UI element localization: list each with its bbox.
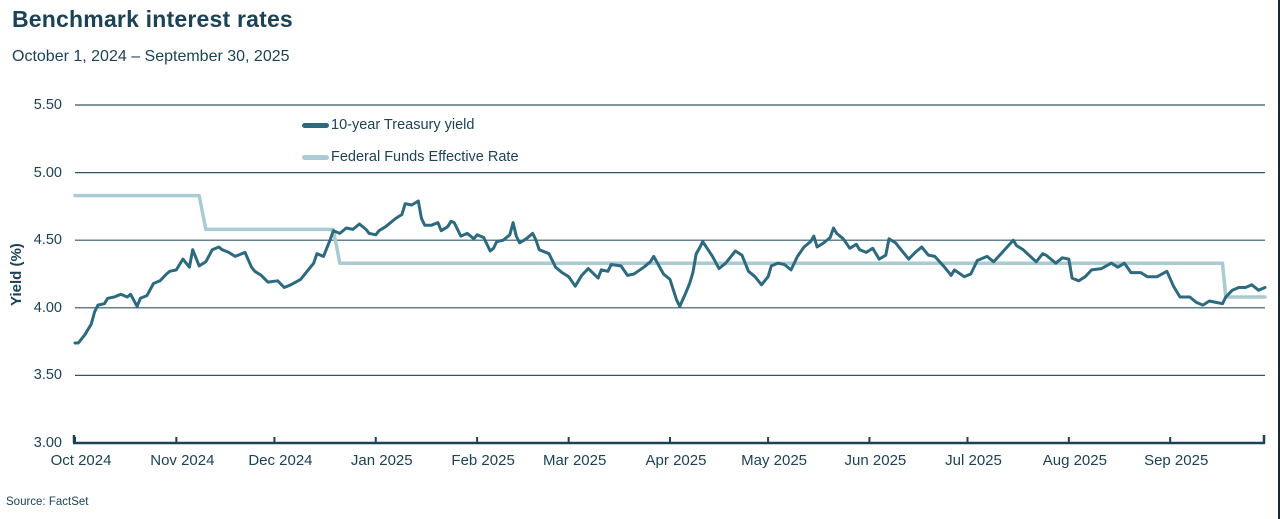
x-tick-label: Apr 2025 (645, 452, 707, 469)
legend-swatch (302, 122, 329, 128)
y-tick-label: 3.50 (33, 367, 62, 384)
y-tick-label: 3.00 (33, 435, 62, 451)
10-year-treasury-yield-line (73, 199, 1267, 345)
x-tick-label: Sep 2025 (1144, 452, 1209, 469)
source-note: Source: FactSet (6, 496, 89, 508)
legend-label: 10-year Treasury yield (331, 117, 475, 133)
y-tick-label: 4.50 (33, 232, 62, 249)
chart-title: Benchmark interest rates (12, 6, 293, 32)
x-tick-label: Jun 2025 (844, 452, 907, 469)
x-tick-label: Oct 2024 (50, 452, 112, 469)
x-tick-label: Aug 2025 (1042, 452, 1107, 469)
federal-funds-effective-rate-line (73, 193, 1267, 299)
x-tick-label: Jul 2025 (945, 452, 1002, 469)
y-tick-label: 5.00 (33, 164, 62, 181)
x-tick-label: Jan 2025 (350, 452, 413, 469)
right-edge-border (1278, 0, 1280, 519)
y-tick-label: 4.00 (33, 299, 62, 316)
x-tick-label: Dec 2024 (248, 452, 313, 469)
x-tick-label: Mar 2025 (542, 452, 607, 469)
x-tick-label: Nov 2024 (150, 452, 215, 469)
legend: 10-year Treasury yield Federal Funds Effe… (302, 114, 519, 178)
y-tick-label: 5.50 (33, 97, 62, 113)
legend-label: Federal Funds Effective Rate (331, 149, 519, 165)
legend-item: Federal Funds Effective Rate (302, 146, 519, 168)
chart-subtitle: October 1, 2024 – September 30, 2025 (12, 48, 290, 65)
legend-item: 10-year Treasury yield (302, 114, 519, 136)
legend-swatch (302, 154, 329, 160)
x-tick-label: Feb 2025 (451, 452, 515, 469)
x-tick-label: May 2025 (741, 452, 807, 469)
